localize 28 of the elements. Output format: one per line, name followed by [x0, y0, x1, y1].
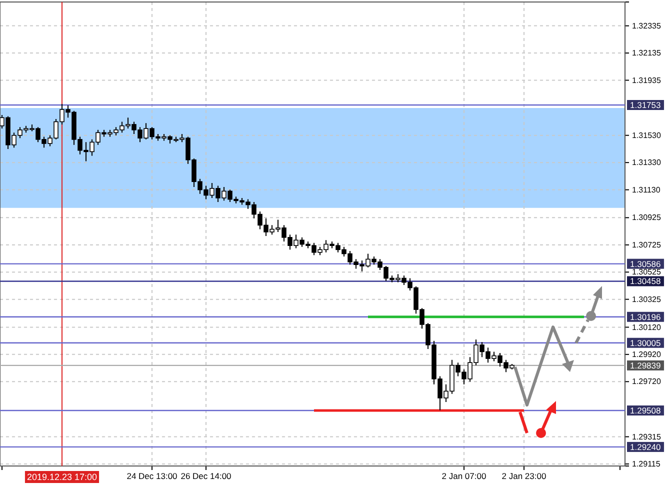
ref-line-label: 1.30196 [630, 312, 661, 322]
ref-line-label: 1.29508 [630, 405, 661, 416]
y-tick-label: 1.29920 [632, 350, 662, 359]
x-tick-label: 24 Dec 13:00 [126, 471, 178, 482]
x-tick-label: 2 Jan 23:00 [502, 471, 546, 482]
x-tick-label: 26 Dec 14:00 [180, 471, 232, 482]
y-tick-label: 1.29315 [632, 432, 662, 442]
ref-line-label: 1.31753 [630, 100, 661, 110]
y-tick-label: 1.30725 [632, 240, 662, 250]
ref-line-label: 1.30458 [630, 276, 661, 286]
y-tick-label: 1.29720 [632, 377, 662, 386]
y-tick-label: 1.30120 [632, 322, 662, 332]
y-tick-label: 1.32335 [632, 21, 662, 30]
y-tick-label: 1.31935 [632, 76, 662, 85]
y-tick-label: 1.30525 [632, 268, 662, 277]
y-tick-label: 1.31530 [632, 130, 662, 140]
y-tick-label: 1.31130 [632, 185, 661, 194]
ref-line-label: 1.30586 [630, 258, 661, 269]
x-tick-label: 2 Jan 07:00 [442, 471, 486, 482]
x-tick-label: 2019.12.23 17:00 [26, 472, 98, 482]
y-tick-label: 1.30925 [632, 213, 662, 222]
ref-line-label: 1.29240 [630, 442, 661, 452]
y-tick-label: 1.30325 [632, 294, 662, 304]
y-tick-label: 1.32135 [632, 48, 662, 58]
ref-line-label: 1.29839 [630, 360, 661, 370]
ref-line-label: 1.30005 [630, 338, 661, 348]
y-tick-label: 1.31330 [632, 158, 662, 168]
y-tick-label: 1.29115 [632, 460, 661, 469]
